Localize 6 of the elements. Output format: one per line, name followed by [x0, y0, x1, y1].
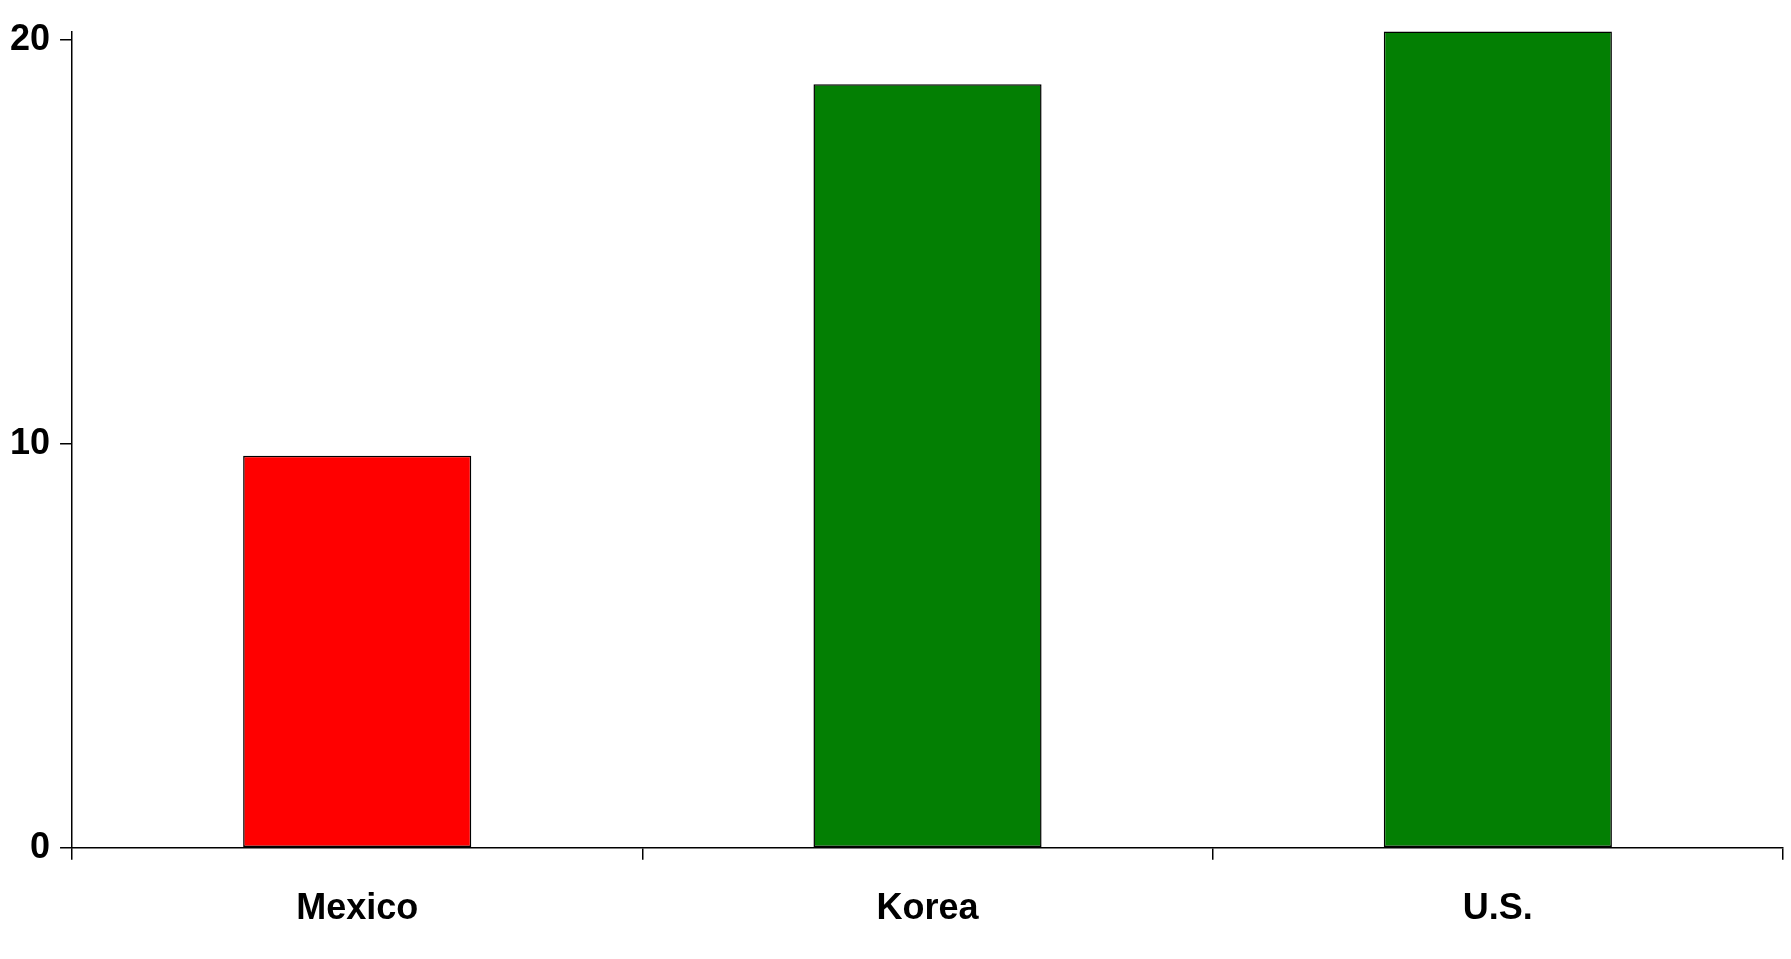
x-tick-label: Mexico	[296, 886, 419, 928]
y-tick-label: 20	[10, 16, 51, 58]
y-tick-label: 10	[10, 420, 51, 462]
x-tick-label: Korea	[876, 886, 980, 928]
y-tick-label: 0	[30, 824, 51, 866]
x-tick-label: U.S.	[1462, 886, 1533, 928]
